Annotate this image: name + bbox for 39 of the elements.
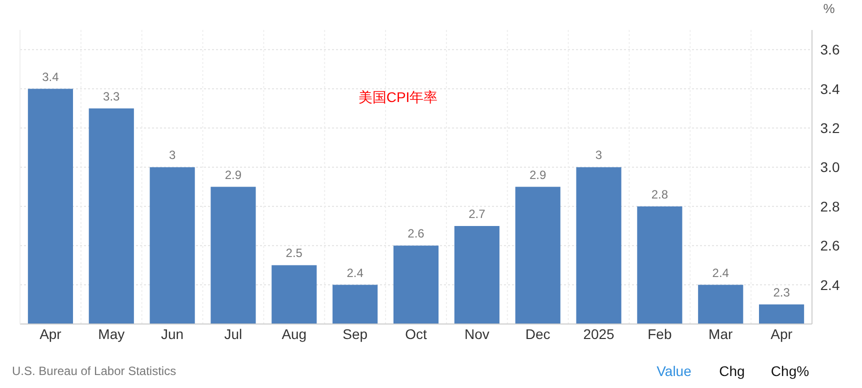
data-label: 2.4 (712, 266, 730, 280)
data-label: 2.9 (530, 168, 547, 182)
data-label: 2.4 (346, 266, 364, 280)
x-tick-label: May (98, 326, 125, 342)
y-tick-label: 3.6 (820, 42, 840, 58)
data-label: 3 (595, 148, 602, 162)
data-label: 2.3 (773, 285, 790, 300)
text: 3.0 (820, 159, 840, 176)
data-label: 2.9 (224, 168, 242, 182)
data-label: 3.4 (42, 70, 60, 84)
text: Value (656, 363, 692, 379)
x-tick-label: Apr (770, 326, 793, 342)
data-label: 2.7 (468, 207, 486, 221)
data-label: 3 (168, 148, 176, 162)
x-tick-label: Apr (40, 326, 62, 342)
x-tick-label: Aug (282, 326, 307, 342)
x-tick-label: Mar (708, 326, 733, 342)
x-tick-label: 2025 (583, 326, 615, 342)
text: U.S. Bureau of Labor Statistics (12, 364, 176, 378)
text: Chg% (770, 363, 810, 379)
data-label: 2.8 (651, 187, 668, 202)
x-tick-label: Nov (464, 326, 490, 342)
y-tick-label: 3.4 (820, 80, 840, 97)
y-tick-label: 2.8 (820, 198, 840, 214)
x-tick-label: Oct (405, 326, 427, 342)
x-tick-label: Sep (342, 326, 368, 342)
y-tick-label: 2.4 (820, 276, 840, 293)
x-tick-label: Jul (224, 326, 242, 342)
x-tick-label: Jun (161, 326, 184, 342)
x-tick-label: Feb (648, 326, 672, 342)
data-label: 2.5 (286, 246, 303, 260)
data-label: 2.6 (408, 226, 425, 241)
y-tick-label: 3.2 (820, 120, 840, 136)
text: Chg (719, 363, 745, 379)
x-tick-label: Dec (525, 326, 550, 342)
y-tick-label: 2.6 (820, 238, 840, 254)
text: 美国CPI年率 (358, 89, 438, 105)
y-axis-title: % (823, 1, 836, 16)
data-label: 3.3 (103, 89, 120, 104)
